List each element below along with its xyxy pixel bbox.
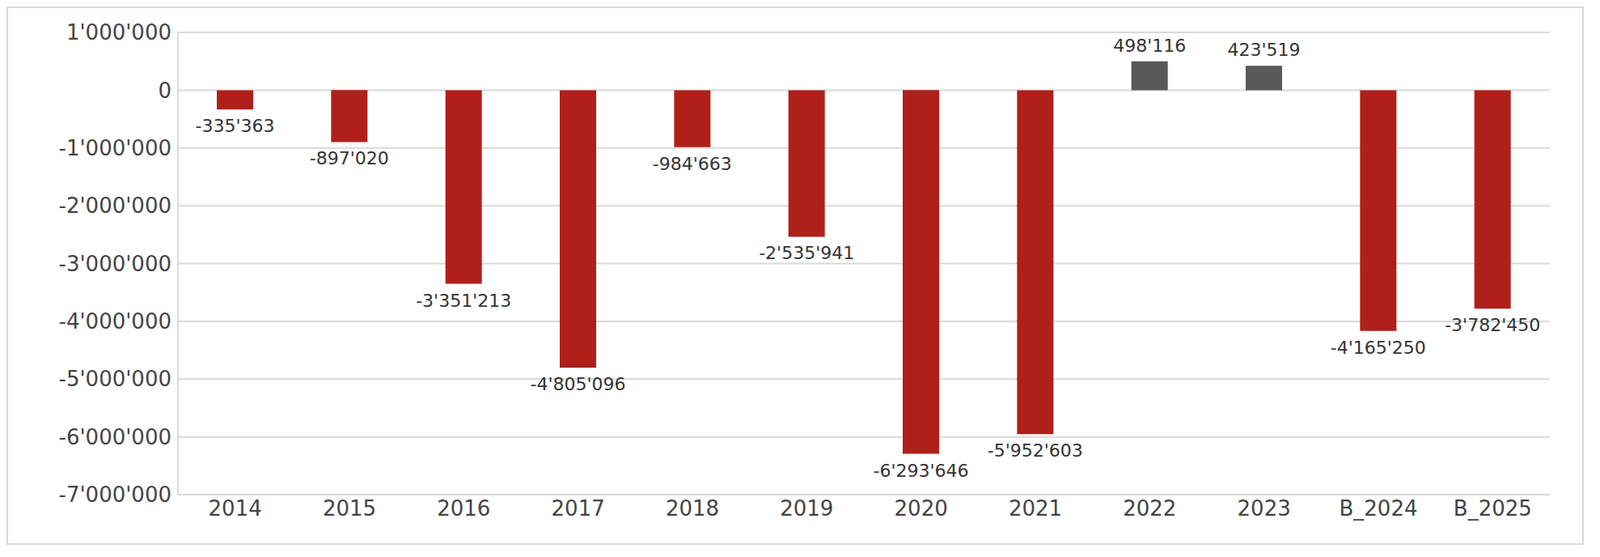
svg-text:498'116: 498'116 [1113,35,1186,56]
svg-text:-6'293'646: -6'293'646 [872,460,969,481]
svg-text:-1'000'000: -1'000'000 [59,135,172,161]
svg-text:2016: 2016 [436,495,491,521]
svg-text:423'519: 423'519 [1227,39,1300,60]
svg-text:-4'165'250: -4'165'250 [1330,337,1427,358]
svg-text:-2'535'941: -2'535'941 [758,242,855,263]
svg-text:-5'000'000: -5'000'000 [59,366,172,391]
svg-text:2021: 2021 [1008,495,1063,521]
svg-text:-984'663: -984'663 [652,153,733,174]
svg-text:2020: 2020 [894,495,949,521]
svg-text:-2'000'000: -2'000'000 [59,193,172,218]
svg-text:B_2025: B_2025 [1453,495,1533,521]
svg-text:-3'351'213: -3'351'213 [415,290,512,311]
svg-text:-4'805'096: -4'805'096 [529,373,626,394]
svg-text:0: 0 [157,78,172,103]
svg-text:-3'782'450: -3'782'450 [1444,314,1541,335]
svg-text:-3'000'000: -3'000'000 [59,251,172,276]
svg-text:-4'000'000: -4'000'000 [59,308,172,334]
svg-text:B_2024: B_2024 [1338,495,1418,521]
svg-text:2019: 2019 [779,495,834,521]
svg-text:2018: 2018 [665,495,720,521]
svg-text:-6'000'000: -6'000'000 [59,424,172,449]
svg-text:-5'952'603: -5'952'603 [987,440,1084,461]
svg-text:1'000'000: 1'000'000 [66,20,172,45]
svg-text:2017: 2017 [551,495,606,521]
svg-text:2022: 2022 [1122,495,1177,521]
svg-text:-7'000'000: -7'000'000 [59,482,172,507]
svg-text:2014: 2014 [208,495,263,521]
svg-text:-335'363: -335'363 [195,115,276,136]
svg-text:2015: 2015 [322,495,377,521]
svg-text:2023: 2023 [1237,495,1292,521]
svg-text:-897'020: -897'020 [309,148,390,169]
